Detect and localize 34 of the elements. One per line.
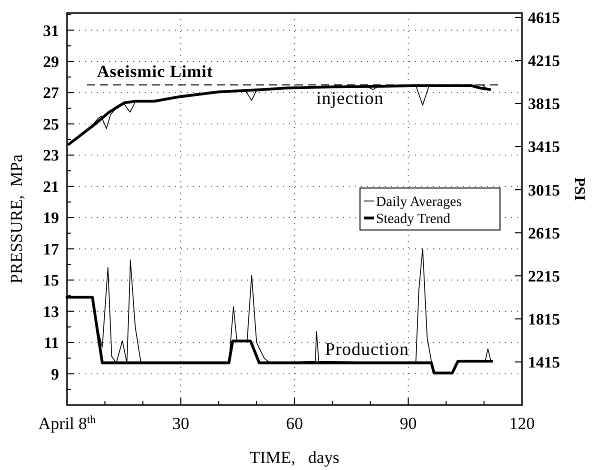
y-tick-label: 29 [43, 54, 59, 72]
y-tick-label: 19 [43, 210, 59, 228]
y-tick-label: 23 [43, 148, 59, 165]
legend-label: Steady Trend [376, 212, 450, 227]
y2-tick-label: 3815 [528, 96, 560, 114]
x-tick-label: April 8$^{th}$ [38, 414, 96, 433]
legend-label: Daily Averages [376, 194, 462, 210]
annotation: Production [325, 339, 409, 359]
y-tick-label: 25 [43, 116, 59, 134]
x-tick-label: 90 [400, 414, 417, 433]
x-axis-title: TIME, days [250, 448, 340, 467]
y2-tick-label: 1415 [528, 354, 560, 372]
y2-axis-title: PSI [571, 177, 587, 201]
y2-tick-label: 2615 [528, 225, 560, 242]
y-tick-label: 17 [43, 241, 59, 258]
y-tick-label: 15 [43, 272, 59, 290]
y2-tick-label: 4615 [528, 10, 560, 28]
y2-tick-label: 4215 [528, 53, 560, 70]
y-tick-label: 13 [43, 304, 59, 321]
y-tick-label: 31 [43, 22, 59, 40]
annotation: injection [316, 88, 384, 108]
y2-tick-label: 1815 [528, 311, 560, 328]
x-tick-label: 30 [172, 414, 190, 433]
y-tick-label: 9 [51, 366, 59, 384]
y2-tick-label: 3015 [528, 182, 560, 200]
y-tick-label: 21 [43, 178, 59, 196]
y-axis-title: PRESSURE, MPa [7, 154, 26, 284]
x-tick-label: 60 [286, 414, 303, 433]
y2-tick-label: 2215 [528, 268, 560, 286]
y-tick-label: 11 [44, 335, 59, 352]
y2-tick-label: 3415 [528, 139, 560, 156]
y-tick-label: 27 [43, 85, 59, 102]
x-tick-label: 120 [509, 414, 535, 433]
ref-line-label: Aseismic Limit [97, 62, 214, 81]
